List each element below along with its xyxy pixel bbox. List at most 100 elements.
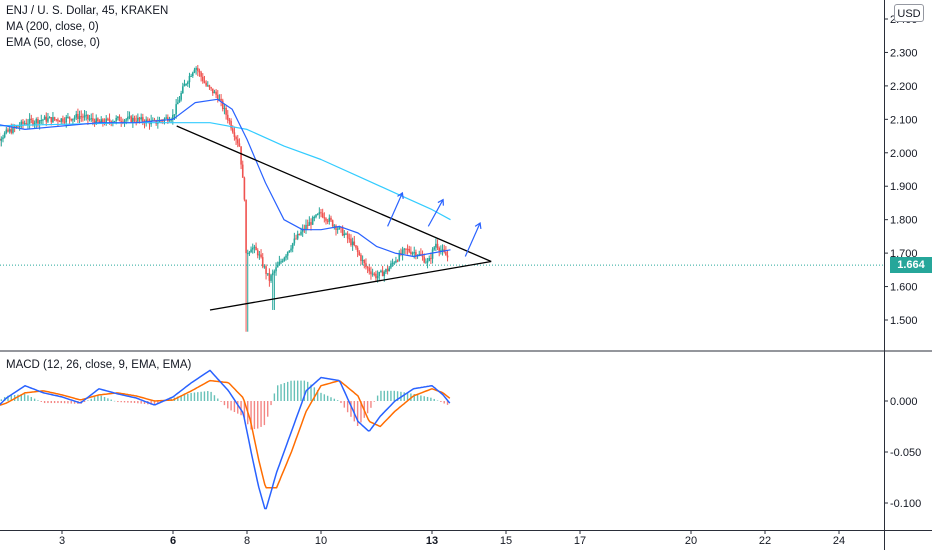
price-candle-body [39, 120, 41, 123]
price-candle-body [310, 222, 312, 225]
macd-histogram-bar [57, 401, 58, 403]
price-candle-body [358, 252, 360, 255]
price-candle-body [397, 261, 399, 262]
macd-legend: MACD (12, 26, close, 9, EMA, EMA) [6, 357, 191, 373]
time-axis-label: 24 [833, 535, 845, 547]
macd-histogram-bar [71, 401, 72, 404]
macd-histogram-bar [61, 401, 62, 403]
macd-histogram-bar [440, 401, 441, 402]
macd-histogram-bar [227, 401, 228, 408]
macd-histogram-bar [264, 401, 265, 425]
price-candle-body [430, 258, 432, 259]
price-candle-body [295, 239, 297, 240]
price-candle-body [177, 102, 179, 104]
time-axis-label: 15 [500, 535, 512, 547]
price-candle-body [70, 119, 72, 121]
time-axis-label: 20 [685, 535, 697, 547]
macd-histogram-bar [270, 401, 271, 405]
macd-histogram-bar [267, 401, 268, 417]
price-candle-body [40, 120, 42, 121]
price-candle-body [275, 267, 277, 271]
price-candle-body [29, 119, 31, 124]
price-candle-body [197, 68, 199, 71]
macd-histogram-bar [430, 398, 431, 401]
macd-histogram-bar [111, 400, 112, 401]
macd-histogram-bar [337, 400, 338, 401]
price-candle-body [120, 121, 122, 122]
price-candle-body [165, 117, 167, 118]
macd-histogram-bar [404, 392, 405, 401]
time-axis-label: 6 [170, 535, 176, 547]
price-candle-body [192, 73, 194, 76]
price-candle-body [393, 263, 395, 264]
macd-histogram-bar [334, 399, 335, 401]
price-candle-body [42, 120, 44, 121]
price-candle-body [62, 119, 64, 122]
macd-histogram-bar [340, 401, 341, 403]
price-candle-body [314, 217, 316, 218]
price-candle-body [309, 222, 311, 226]
macd-histogram-bar [290, 381, 291, 401]
price-candle-body [195, 68, 197, 70]
macd-histogram-bar [137, 401, 138, 403]
price-candle-body [209, 85, 211, 87]
price-candle-body [135, 121, 137, 122]
price-candle-body [377, 276, 379, 278]
price-candle-body [280, 261, 282, 262]
price-candle-body [284, 258, 286, 261]
price-candle-body [378, 272, 380, 276]
macd-histogram-bar [91, 399, 92, 401]
macd-histogram-bar [274, 393, 275, 401]
price-candle-body [235, 137, 237, 139]
macd-histogram-bar [114, 401, 115, 402]
price-candle-body [285, 256, 287, 258]
price-candle-body [57, 119, 59, 121]
macd-indicator-label[interactable]: MACD (12, 26, close, 9, EMA, EMA) [6, 357, 191, 373]
macd-histogram-bar [287, 382, 288, 401]
macd-axis-label: -0.100 [890, 498, 921, 510]
price-candle-body [207, 85, 209, 86]
price-candle-body [349, 238, 351, 239]
macd-histogram-bar [101, 396, 102, 401]
price-candle-body [204, 81, 206, 83]
price-candle-body [190, 76, 192, 77]
last-price-badge: 1.664 [890, 257, 932, 273]
symbol-title[interactable]: ENJ / U. S. Dollar, 45, KRAKEN [6, 3, 168, 19]
macd-histogram-bar [187, 394, 188, 401]
macd-histogram-bar [200, 392, 201, 401]
currency-button[interactable]: USD [894, 4, 924, 22]
macd-histogram-bar [297, 381, 298, 401]
price-candle-body [132, 118, 134, 122]
price-candle-body [437, 244, 439, 248]
price-candle-body [115, 118, 117, 121]
price-candle-body [322, 213, 324, 217]
price-candle-body [35, 119, 37, 123]
price-candle-body [180, 93, 182, 100]
price-candle-body [387, 269, 389, 271]
macd-histogram-bar [104, 397, 105, 401]
macd-histogram-bar [31, 397, 32, 401]
price-candle-body [355, 245, 357, 247]
price-candle-body [64, 122, 66, 123]
price-axis-label: 1.600 [890, 282, 918, 294]
price-candle-body [74, 117, 76, 118]
macd-histogram-bar [437, 400, 438, 401]
time-axis-label: 3 [59, 535, 65, 547]
price-candle-body [87, 115, 89, 119]
macd-histogram-bar [140, 401, 141, 404]
ma-indicator-label[interactable]: MA (200, close, 0) [6, 19, 168, 35]
price-candle-body [315, 215, 317, 217]
price-candle-body [127, 117, 129, 120]
macd-histogram-bar [1, 399, 2, 401]
price-candle-body [373, 274, 375, 275]
macd-histogram-bar [390, 391, 391, 401]
price-candle-body [274, 271, 276, 273]
price-axis-label: 1.500 [890, 315, 918, 327]
price-candle-body [47, 118, 49, 121]
price-candle-body [107, 119, 109, 120]
ema-indicator-label[interactable]: EMA (50, close, 0) [6, 35, 168, 51]
price-candle-body [84, 116, 86, 118]
price-candle-body [89, 119, 91, 120]
